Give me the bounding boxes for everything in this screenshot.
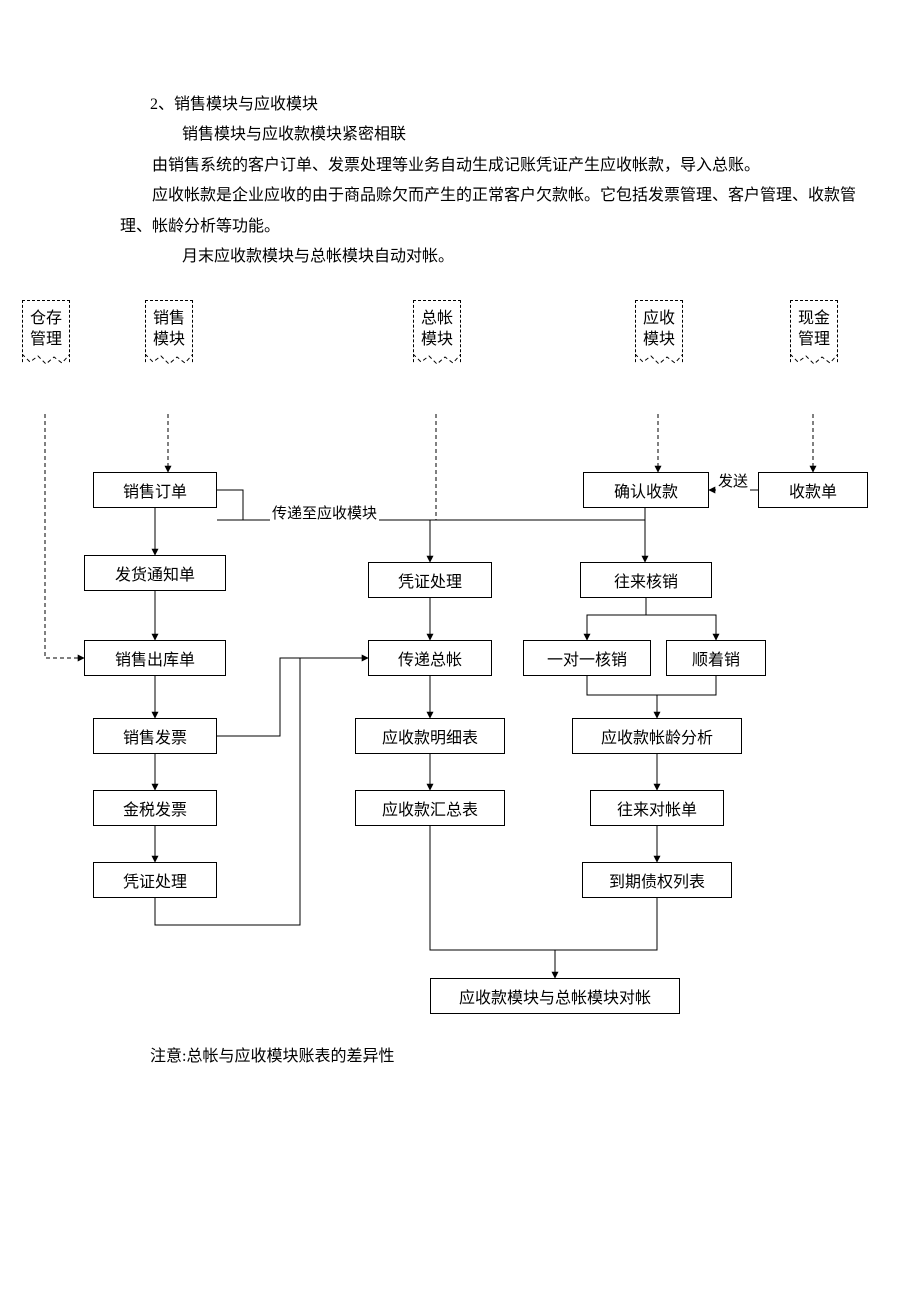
node-sales-invoice-label: 销售发票 [123,724,187,748]
node-confirm-receipt: 确认收款 [583,472,709,508]
node-voucher-proc-left: 凭证处理 [93,862,217,898]
node-voucher-proc-mid: 凭证处理 [368,562,492,598]
edge-label-send: 发送 [716,470,750,491]
node-sales-outbound: 销售出库单 [84,640,226,676]
node-receipt-slip-label: 收款单 [789,478,837,502]
node-delivery-notice: 发货通知单 [84,555,226,591]
node-ar-detail: 应收款明细表 [355,718,505,754]
node-writeoff-label: 往来核销 [614,568,678,592]
node-reconcile-stmt: 往来对帐单 [590,790,724,826]
module-gl: 总帐模块 [413,300,461,367]
node-sales-order-label: 销售订单 [123,478,187,502]
heading-line-5: 月末应收款模块与总帐模块自动对帐。 [150,242,870,272]
heading-line-4: 应收帐款是企业应收的由于商品赊欠而产生的正常客户欠款帐。它包括发票管理、客户管理… [120,181,880,242]
node-ar-detail-label: 应收款明细表 [382,724,478,748]
node-ar-summary: 应收款汇总表 [355,790,505,826]
node-reconcile-final-label: 应收款模块与总帐模块对帐 [459,984,651,1008]
module-inventory: 仓存管理 [22,300,70,367]
module-sales-label: 销售模块 [153,310,185,348]
node-seq-writeoff-label: 顺着销 [692,646,740,670]
heading-line-3: 由销售系统的客户订单、发票处理等业务自动生成记账凭证产生应收帐款，导入总账。 [120,151,880,181]
node-ar-summary-label: 应收款汇总表 [382,796,478,820]
node-sales-outbound-label: 销售出库单 [115,646,195,670]
module-cash: 现金管理 [790,300,838,367]
module-cash-label: 现金管理 [798,310,830,348]
node-voucher-proc-left-label: 凭证处理 [123,868,187,892]
node-delivery-notice-label: 发货通知单 [115,561,195,585]
node-ar-aging-label: 应收款帐龄分析 [601,724,713,748]
module-inventory-label: 仓存管理 [30,310,62,348]
node-reconcile-final: 应收款模块与总帐模块对帐 [430,978,680,1014]
node-seq-writeoff: 顺着销 [666,640,766,676]
node-transfer-gl-label: 传递总帐 [398,646,462,670]
note-text: 注意:总帐与应收模块账表的差异性 [150,1042,394,1072]
node-receipt-slip: 收款单 [758,472,868,508]
edge-label-to-ar: 传递至应收模块 [270,502,379,523]
page: 2、销售模块与应收模块 销售模块与应收款模块紧密相联 由销售系统的客户订单、发票… [0,0,920,1302]
node-tax-invoice-label: 金税发票 [123,796,187,820]
node-ar-aging: 应收款帐龄分析 [572,718,742,754]
node-transfer-gl: 传递总帐 [368,640,492,676]
node-tax-invoice: 金税发票 [93,790,217,826]
heading-line-1: 2、销售模块与应收模块 [150,90,870,120]
node-one-to-one-label: 一对一核销 [547,646,627,670]
node-voucher-proc-mid-label: 凭证处理 [398,568,462,592]
module-ar-label: 应收模块 [643,310,675,348]
module-ar: 应收模块 [635,300,683,367]
module-sales: 销售模块 [145,300,193,367]
node-writeoff: 往来核销 [580,562,712,598]
node-sales-order: 销售订单 [93,472,217,508]
node-due-list-label: 到期债权列表 [609,868,705,892]
node-confirm-receipt-label: 确认收款 [614,478,678,502]
heading-text: 2、销售模块与应收模块 销售模块与应收款模块紧密相联 由销售系统的客户订单、发票… [150,90,870,272]
node-one-to-one: 一对一核销 [523,640,651,676]
module-gl-label: 总帐模块 [421,310,453,348]
heading-line-2: 销售模块与应收款模块紧密相联 [150,120,870,150]
node-due-list: 到期债权列表 [582,862,732,898]
node-reconcile-stmt-label: 往来对帐单 [617,796,697,820]
node-sales-invoice: 销售发票 [93,718,217,754]
